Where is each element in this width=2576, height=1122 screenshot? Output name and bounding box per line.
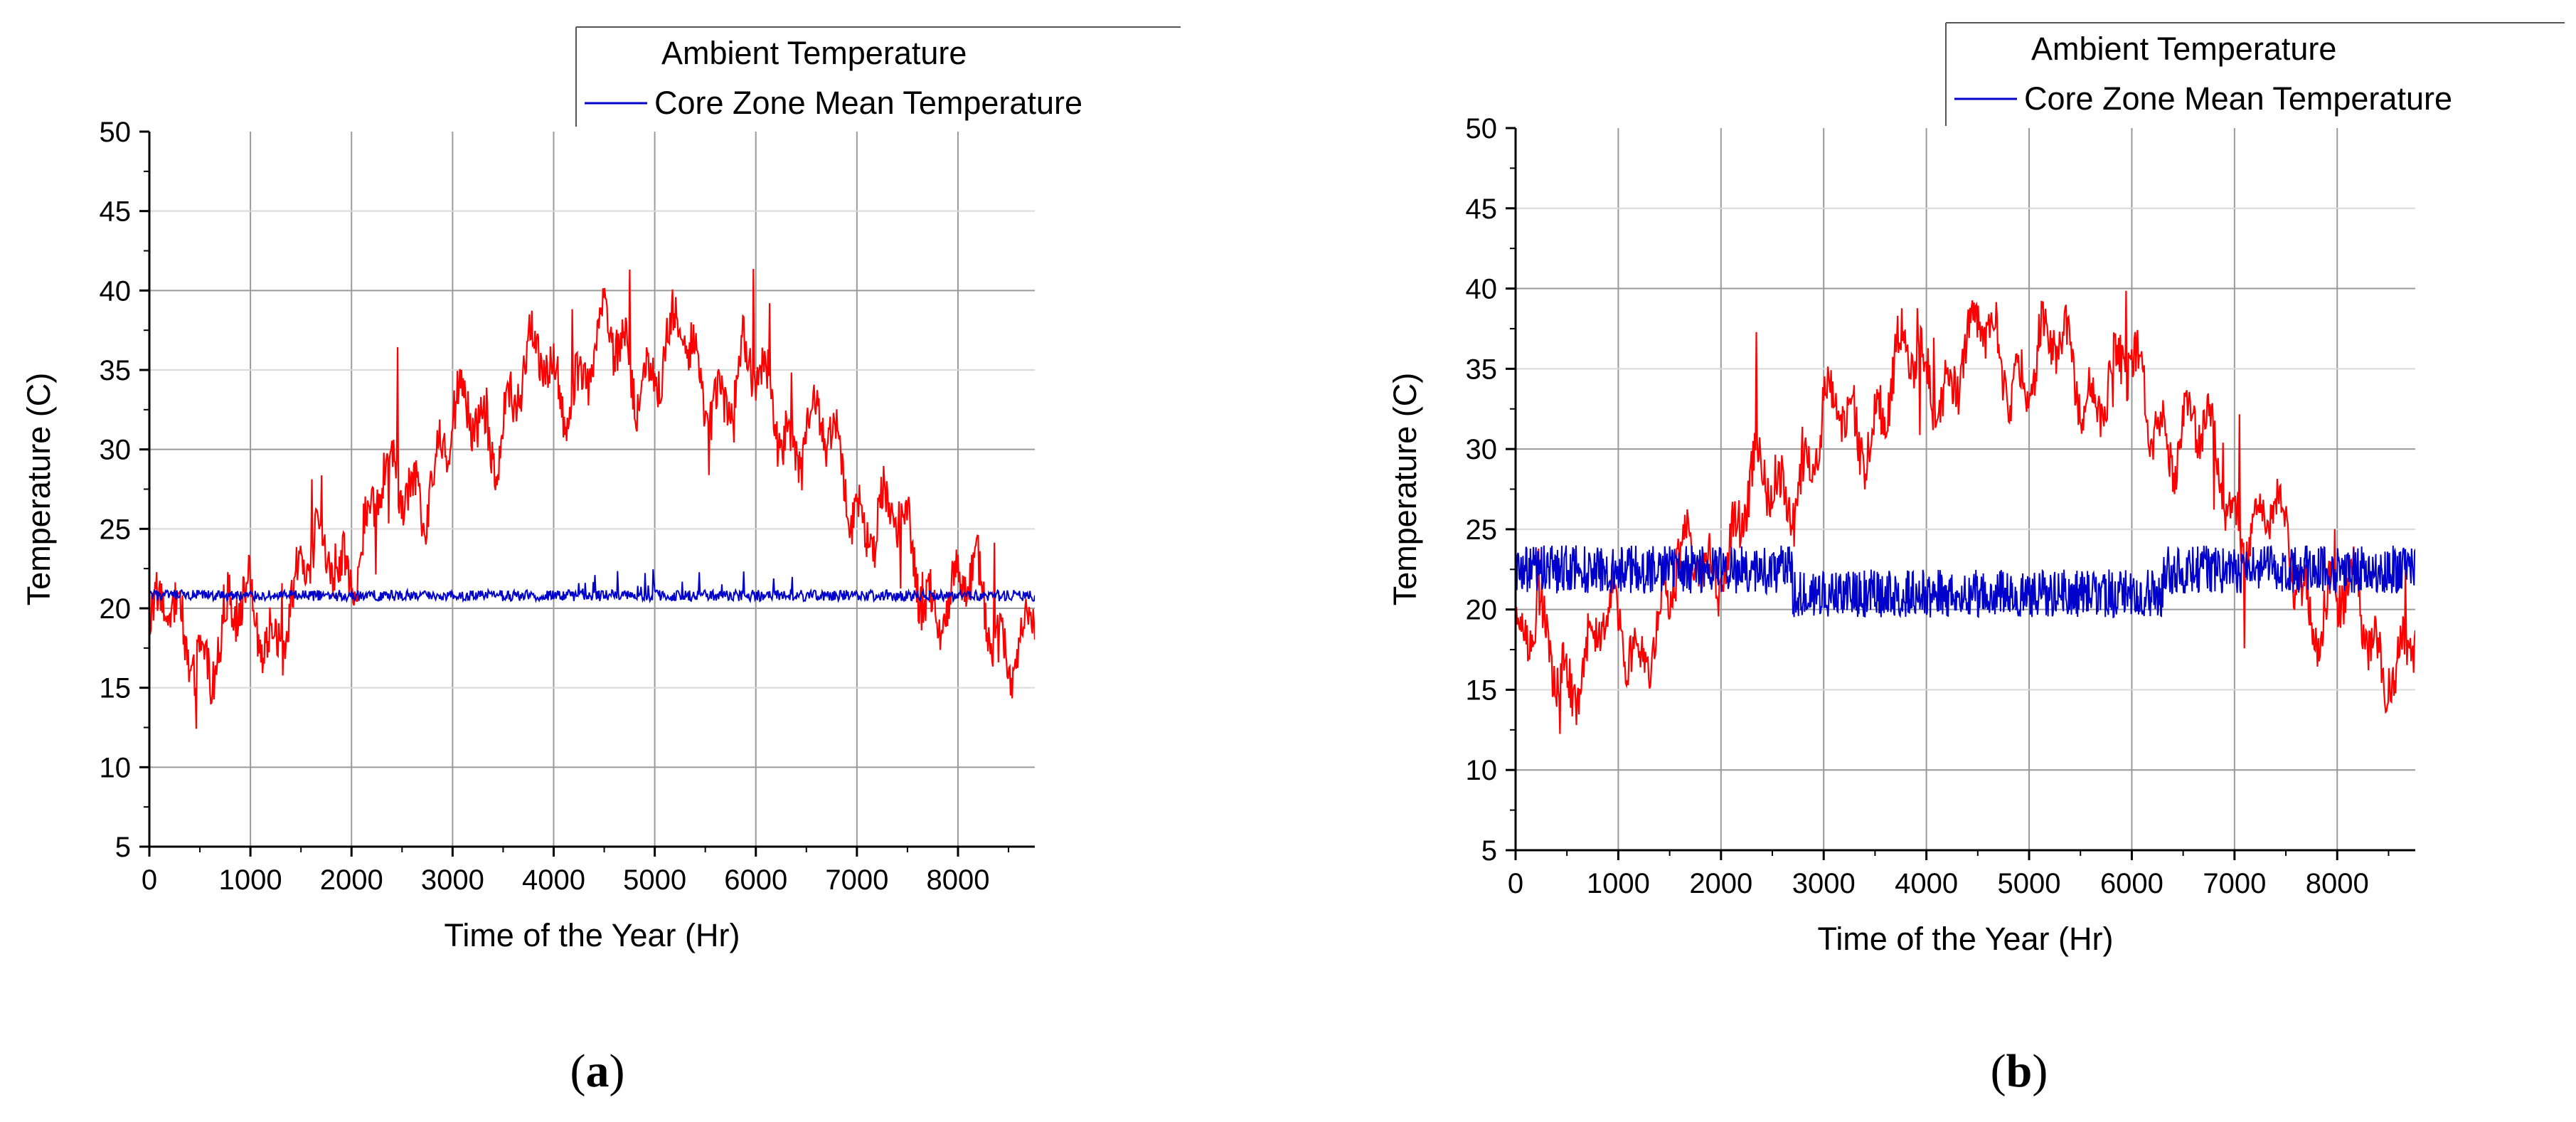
x-tick-label-a-3000: 3000	[421, 864, 484, 896]
y-tick-label-a-15: 15	[100, 673, 132, 704]
y-tick-label-b-5: 5	[1481, 835, 1497, 867]
x-tick-label-a-1000: 1000	[219, 864, 282, 896]
y-tick-label-b-35: 35	[1466, 354, 1498, 385]
y-tick-label-b-20: 20	[1466, 595, 1498, 626]
legend-label-core-zone-a: Core Zone Mean Temperature	[654, 85, 1082, 121]
x-tick-label-b-8000: 8000	[2306, 868, 2369, 899]
series-core-zone-line-b	[1516, 545, 2415, 619]
caption-b: (b)	[1990, 1045, 2048, 1097]
x-tick-label-a-2000: 2000	[320, 864, 383, 896]
x-tick-label-b-1000: 1000	[1587, 868, 1650, 899]
x-tick-label-a-5000: 5000	[623, 864, 686, 896]
x-tick-label-a-0: 0	[142, 864, 157, 896]
y-tick-label-a-10: 10	[100, 752, 132, 783]
y-tick-label-a-5: 5	[115, 832, 131, 863]
x-tick-label-b-7000: 7000	[2203, 868, 2266, 899]
y-axis-title-a: Temperature (C)	[21, 373, 57, 606]
x-axis-title-a: Time of the Year (Hr)	[445, 917, 740, 953]
grid-a	[149, 132, 1035, 847]
y-axis-title-b: Temperature (C)	[1387, 373, 1423, 606]
y-tick-label-b-40: 40	[1466, 274, 1498, 305]
x-tick-label-b-6000: 6000	[2100, 868, 2163, 899]
x-tick-label-a-4000: 4000	[522, 864, 585, 896]
x-tick-label-a-7000: 7000	[825, 864, 888, 896]
legend-a: Ambient Temperature Core Zone Mean Temper…	[575, 26, 1181, 127]
legend-label-ambient-b: Ambient Temperature	[2031, 31, 2336, 67]
y-tick-label-a-25: 25	[100, 514, 132, 545]
chart-panel-b: 5 10 15 20 25 30 35 40 45 50 0 1000 2000 3000 4000 5000…	[1288, 0, 2576, 1122]
x-tick-label-b-5000: 5000	[1998, 868, 2061, 899]
series-ambient-line-b	[1516, 290, 2415, 734]
y-tick-label-b-15: 15	[1466, 674, 1498, 706]
series-ambient-line-a	[149, 268, 1035, 729]
chart-a: 5 10 15 20 25 30 35 40 45 50 0 1000 2000 3000 4000 5000…	[21, 26, 1181, 953]
grid-b	[1516, 128, 2415, 850]
y-tick-label-b-30: 30	[1466, 434, 1498, 465]
y-tick-label-b-10: 10	[1466, 755, 1498, 786]
y-tick-label-a-50: 50	[100, 117, 132, 148]
caption-a: (a)	[570, 1045, 625, 1097]
x-tick-label-b-3000: 3000	[1792, 868, 1856, 899]
y-tick-label-a-35: 35	[100, 355, 132, 386]
legend-label-ambient-a: Ambient Temperature	[661, 35, 967, 71]
y-tick-label-a-40: 40	[100, 275, 132, 307]
x-tick-label-a-6000: 6000	[724, 864, 787, 896]
x-axis-title-b: Time of the Year (Hr)	[1818, 921, 2114, 957]
series-core-zone-line-a	[149, 569, 1035, 604]
y-tick-label-a-30: 30	[100, 435, 132, 466]
y-tick-label-a-20: 20	[100, 593, 132, 625]
legend-b: Ambient Temperature Core Zone Mean Temper…	[1945, 22, 2565, 126]
x-tick-label-a-8000: 8000	[926, 864, 989, 896]
y-tick-label-a-45: 45	[100, 196, 132, 228]
x-tick-label-b-2000: 2000	[1689, 868, 1752, 899]
legend-label-core-zone-b: Core Zone Mean Temperature	[2024, 80, 2452, 117]
y-tick-label-b-50: 50	[1466, 113, 1498, 144]
x-tick-label-b-0: 0	[1508, 868, 1523, 899]
chart-b: 5 10 15 20 25 30 35 40 45 50 0 1000 2000 3000 4000 5000…	[1387, 22, 2565, 957]
chart-panel-a: 5 10 15 20 25 30 35 40 45 50 0 1000 2000 3000 4000 5000…	[21, 26, 1181, 1097]
y-tick-label-b-25: 25	[1466, 514, 1498, 546]
y-tick-label-b-45: 45	[1466, 194, 1498, 225]
x-tick-label-b-4000: 4000	[1895, 868, 1958, 899]
